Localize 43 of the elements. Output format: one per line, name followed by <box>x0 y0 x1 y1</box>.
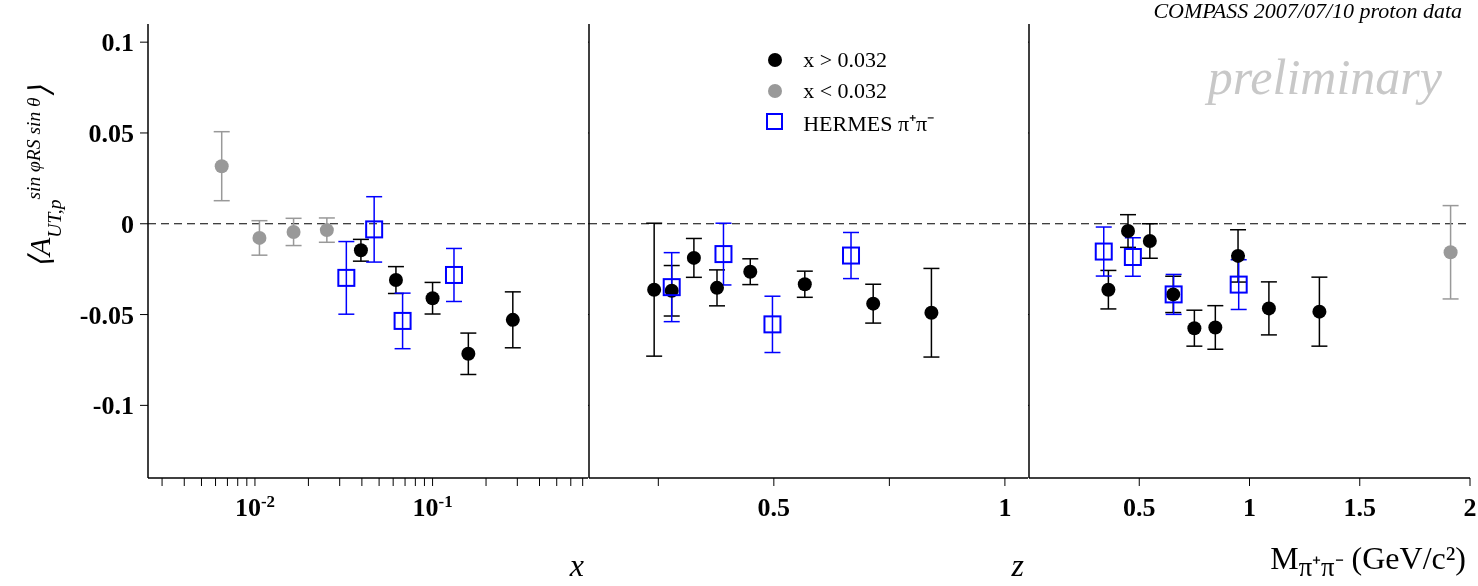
y-tick-label: -0.05 <box>79 300 134 330</box>
point <box>1142 234 1157 249</box>
point <box>743 264 758 279</box>
point <box>924 305 939 320</box>
point <box>1101 282 1116 297</box>
point <box>866 296 881 311</box>
point <box>1121 224 1136 239</box>
point <box>647 282 662 297</box>
legend-label: HERMES π⁺π⁻ <box>803 110 935 136</box>
y-tick-label: 0.05 <box>88 118 134 148</box>
point <box>797 277 812 292</box>
point <box>710 280 724 295</box>
chart-title: COMPASS 2007/07/10 proton data <box>1153 0 1462 23</box>
point <box>1261 301 1276 316</box>
x-tick-label: 0.5 <box>1123 493 1156 522</box>
point <box>1123 247 1142 266</box>
legend-label: x < 0.032 <box>803 77 888 103</box>
x-tick-label: 10$^{-2}$ <box>234 491 275 522</box>
x-tick-label: 0.5 <box>757 493 791 522</box>
y-tick-label: 0.1 <box>101 28 134 58</box>
x-tick-label: 2 <box>1463 493 1477 522</box>
x-axis-title: x <box>569 547 584 583</box>
point <box>842 246 861 265</box>
point <box>686 250 701 265</box>
point <box>1187 321 1202 336</box>
x-axis-title: M$_{π⁺π⁻}$ (GeV/c²) <box>1270 539 1466 582</box>
x-tick-label: 1 <box>998 493 1012 522</box>
point <box>1312 304 1327 319</box>
x-tick-label: 10$^{-1}$ <box>412 491 453 522</box>
legend-label: x > 0.032 <box>803 46 888 72</box>
point <box>662 278 681 297</box>
x-tick-label: 1.5 <box>1343 493 1376 522</box>
point <box>1229 275 1248 294</box>
y-tick-label: 0 <box>121 209 134 239</box>
point <box>1231 248 1246 263</box>
point <box>763 315 782 334</box>
x-axis-title: z <box>1011 547 1024 583</box>
point <box>714 245 733 264</box>
point <box>1208 320 1223 335</box>
point <box>1094 242 1113 261</box>
x-tick-label: 1 <box>1243 493 1256 522</box>
point <box>1443 245 1458 260</box>
y-tick-label: -0.1 <box>92 391 134 421</box>
